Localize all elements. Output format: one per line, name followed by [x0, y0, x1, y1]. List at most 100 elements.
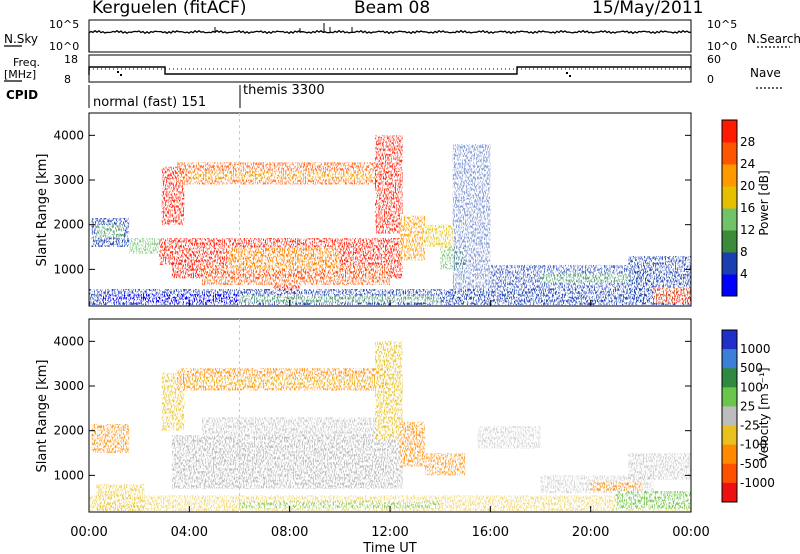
- velocity-colorbar-tick: 500: [740, 361, 763, 375]
- power-echo-region: [239, 295, 441, 303]
- velocity-colorbar-swatch: [722, 444, 737, 465]
- velocity-echo-region: [400, 421, 426, 467]
- sky-label: N.Sky: [4, 32, 38, 46]
- sky-panel-frame: [88, 19, 692, 53]
- sky-tick-bottom: 10^0: [49, 40, 79, 53]
- sky-noise-line: [88, 29, 692, 35]
- power-echo-region: [189, 171, 378, 181]
- power-echo-region: [201, 264, 390, 286]
- power-colorbar-swatch: [722, 120, 737, 143]
- power-colorbar: 4 8 12 16 20 24 28: [721, 119, 755, 297]
- date-title: 15/May/2011: [592, 0, 704, 18]
- velocity-echo-region: [628, 453, 691, 480]
- range-tick-label: 2000: [53, 218, 84, 232]
- power-colorbar-tick: 28: [740, 135, 755, 149]
- velocity-echo-region: [91, 423, 130, 454]
- freq-unit: [MHz]: [4, 68, 36, 81]
- power-colorbar-tick: 12: [740, 223, 755, 237]
- velocity-colorbar-swatch: [722, 349, 737, 369]
- freq-label: Freq.: [13, 56, 40, 69]
- nave-dip-point: [120, 74, 122, 76]
- range-tick-label: 3000: [53, 173, 84, 187]
- power-colorbar-label: Power [dB]: [757, 170, 771, 235]
- power-colorbar-tick: 20: [740, 179, 755, 193]
- frequency-line: [88, 66, 691, 75]
- power-echo-region: [400, 215, 426, 261]
- time-tick-label: 08:00: [271, 525, 308, 540]
- beam-title: Beam 08: [354, 0, 431, 18]
- power-echo-region: [101, 293, 240, 303]
- nave-dip-point: [117, 71, 119, 73]
- sky-tick-top: 10^5: [49, 18, 79, 31]
- power-colorbar-tick: 16: [740, 201, 755, 215]
- time-tick-label: 12:00: [371, 525, 408, 540]
- time-axis: 00:00 04:00 08:00 12:00 16:00 20:00 00:00: [70, 113, 710, 540]
- nave-tick-bottom: 0: [707, 73, 714, 86]
- sky-noise-trace: [88, 23, 692, 52]
- velocity-colorbar-tick: 100: [740, 380, 763, 394]
- range-tick-label: 1000: [53, 468, 84, 482]
- velocity-colorbar-frame: [721, 329, 738, 503]
- range-tick-label: 1000: [53, 262, 84, 276]
- power-echo-region: [540, 273, 641, 283]
- velocity-colorbar-tick: 25: [740, 399, 755, 413]
- time-axis-label: Time UT: [362, 541, 416, 554]
- power-colorbar-swatch: [722, 164, 737, 187]
- power-echo-region: [422, 224, 453, 248]
- station-title: Kerguelen (fitACF): [92, 0, 247, 18]
- velocity-colorbar-swatch: [722, 330, 737, 350]
- velocity-echo-region: [171, 435, 403, 489]
- velocity-echo-region: [615, 491, 691, 509]
- power-echo-region: [129, 238, 165, 254]
- velocity-heatmap: [89, 341, 691, 512]
- velocity-colorbar-swatch: [722, 425, 737, 446]
- power-heatmap: [89, 135, 691, 306]
- power-y-axis: 1000 2000 3000 4000: [53, 128, 691, 276]
- velocity-echo-region: [189, 377, 378, 387]
- power-echo-region: [673, 293, 691, 303]
- velocity-echo-region: [590, 482, 641, 492]
- power-colorbar-tick: 4: [740, 267, 748, 281]
- power-ylabel: Slant Range [km]: [35, 154, 50, 267]
- time-tick-label: 04:00: [171, 525, 208, 540]
- power-echo-region: [226, 247, 340, 270]
- freq-tick-bottom: 8: [64, 73, 71, 86]
- cpid-label: CPID: [6, 88, 38, 102]
- power-colorbar-tick: 24: [740, 157, 755, 171]
- velocity-y-axis: 1000 2000 3000 4000: [53, 334, 691, 482]
- time-tick-label: 16:00: [472, 525, 509, 540]
- velocity-echo-region: [239, 501, 441, 509]
- velocity-echo-region: [425, 453, 466, 476]
- velocity-colorbar-label: Velocity [m s⁻¹]: [757, 367, 771, 460]
- frequency-trace: [88, 66, 691, 77]
- velocity-colorbar-swatch: [722, 368, 737, 388]
- range-tick-label: 4000: [53, 128, 84, 142]
- nave-label: Nave: [750, 66, 781, 80]
- velocity-colorbar-swatch: [722, 387, 737, 407]
- cpid-mode-themis: themis 3300: [243, 83, 325, 98]
- velocity-colorbar-swatch: [722, 482, 737, 503]
- nave-dip-point: [566, 72, 568, 74]
- search-tick-top: 10^5: [707, 18, 737, 31]
- search-label: N.Search: [747, 32, 800, 46]
- velocity-colorbar-tick: -1000: [740, 476, 775, 490]
- range-tick-label: 3000: [53, 379, 84, 393]
- nave-tick-top: 60: [707, 53, 721, 66]
- velocity-colorbar-tick: -100: [740, 438, 767, 452]
- nave-dip-point: [569, 75, 571, 77]
- power-colorbar-swatch: [722, 252, 737, 275]
- freq-tick-top: 18: [64, 53, 78, 66]
- range-tick-label: 4000: [53, 334, 84, 348]
- power-echo-region: [96, 224, 125, 239]
- velocity-colorbar-tick: -500: [740, 457, 767, 471]
- velocity-colorbar-tick: 1000: [740, 342, 771, 356]
- power-colorbar-swatch: [722, 208, 737, 231]
- velocity-colorbar-tick: -25: [740, 419, 760, 433]
- velocity-colorbar-swatch: [722, 463, 737, 484]
- power-colorbar-swatch: [722, 142, 737, 165]
- time-tick-label: 20:00: [572, 525, 609, 540]
- velocity-echo-region: [374, 341, 403, 440]
- power-echo-region: [452, 144, 491, 301]
- power-colorbar-swatch: [722, 230, 737, 253]
